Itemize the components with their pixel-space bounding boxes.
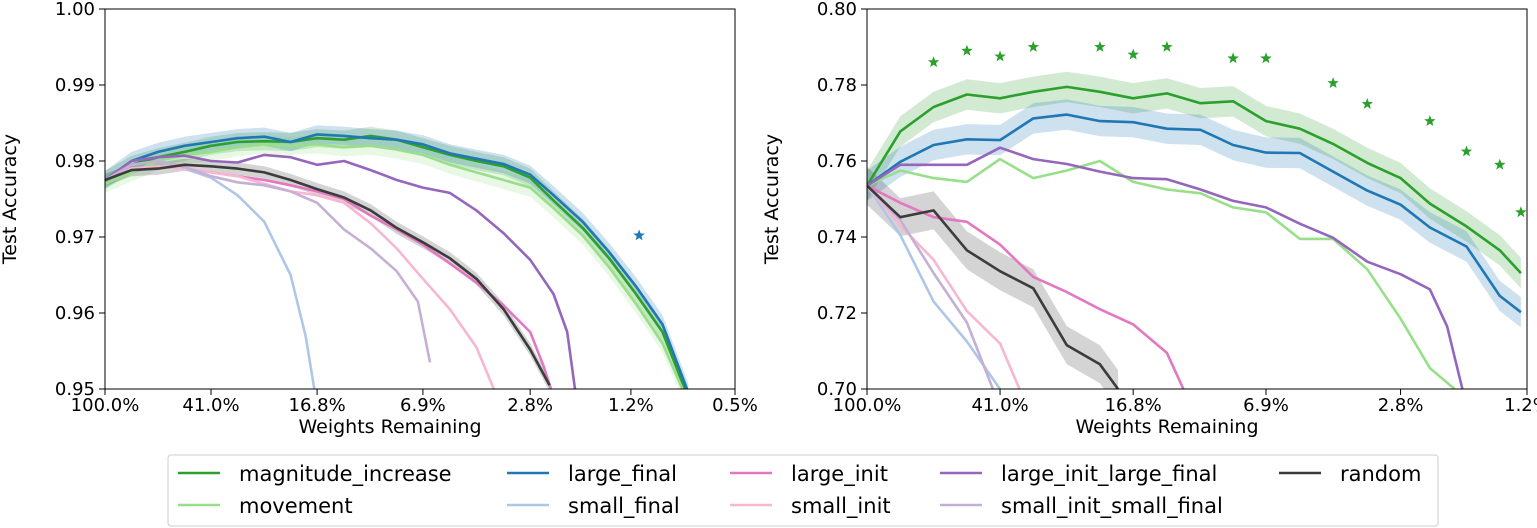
x-tick-label: 100.0% (833, 395, 902, 416)
x-tick-label: 1.2% (608, 395, 654, 416)
legend-item-large_init: large_init (730, 462, 888, 487)
legend-item-small_init_small_final: small_init_small_final (940, 494, 1223, 519)
x-axis-label: Weights Remaining (298, 416, 481, 438)
x-tick-label: 6.9% (1243, 395, 1289, 416)
band-magnitude_increase (105, 126, 689, 389)
x-tick-label: 6.9% (400, 395, 446, 416)
legend-label: small_init (791, 494, 891, 519)
star-marker (927, 56, 940, 68)
legend-label: random (1340, 462, 1421, 486)
series-line-magnitude_increase (105, 134, 687, 389)
x-tick-label: 1.2% (1504, 395, 1537, 416)
left-chart: 100.0% 41.0% 16.8% 6.9% 2.8% 1.2% 0.5% 0.95 0.96… (0, 0, 758, 438)
legend-label: movement (239, 494, 353, 518)
y-tick-label: 0.99 (55, 75, 95, 96)
legend-label: large_final (568, 462, 677, 487)
star-marker (1161, 41, 1173, 52)
legend-label: small_final (568, 494, 680, 519)
series-line-small_final (105, 159, 316, 389)
series-line-small_init_small_final (867, 184, 995, 389)
plot-area (105, 125, 689, 389)
band-random (867, 166, 1118, 389)
legend-label: large_init (791, 462, 888, 487)
legend-item-movement: movement (178, 494, 353, 518)
legend-item-random: random (1279, 462, 1421, 486)
legend-item-small_init: small_init (730, 494, 891, 519)
series-line-large_final (867, 113, 1522, 314)
star-marker (961, 44, 973, 56)
legend-item-large_init_large_final: large_init_large_final (940, 462, 1217, 487)
star-marker (1327, 77, 1339, 88)
series-line-large_final (105, 133, 689, 389)
legend-item-large_final: large_final (507, 462, 677, 487)
star-marker (1227, 52, 1239, 64)
y-tick-label: 0.76 (817, 151, 857, 172)
y-tick-label: 0.74 (817, 227, 857, 248)
series-line-large_init (105, 165, 553, 389)
legend-box (167, 454, 1439, 527)
series-line-small_init (867, 184, 1021, 389)
y-tick-label: 0.96 (55, 303, 95, 324)
star-marker (1460, 145, 1473, 157)
y-tick-label: 0.70 (817, 379, 857, 400)
star-marker (994, 50, 1006, 62)
star-marker (1094, 41, 1106, 52)
series-line-small_init_small_final (105, 159, 432, 363)
axes-frame (866, 8, 1528, 390)
y-axis-label: Test Accuracy (761, 134, 783, 265)
series-line-magnitude_increase (867, 85, 1522, 274)
series-line-movement (105, 143, 684, 389)
x-axis-label: Weights Remaining (1075, 416, 1258, 438)
x-tick-label: 16.8% (1105, 395, 1162, 416)
y-tick-label: 0.98 (55, 151, 95, 172)
y-axis-label: Test Accuracy (0, 134, 21, 265)
series-line-large_init_large_final (105, 153, 577, 389)
series-line-random (105, 163, 551, 386)
series-line-random (867, 184, 1120, 389)
legend-label: magnitude_increase (239, 462, 452, 487)
x-tick-label: 0.5% (712, 395, 758, 416)
x-tick-label: 41.0% (971, 395, 1028, 416)
star-marker (633, 229, 645, 241)
y-tick-label: 0.97 (55, 227, 95, 248)
x-tick-label: 100.0% (71, 395, 140, 416)
star-marker (1424, 115, 1436, 126)
x-tick-label: 2.8% (507, 395, 553, 416)
y-tick-label: 0.95 (55, 379, 95, 400)
series-line-large_init_large_final (867, 146, 1464, 389)
y-tick-label: 0.72 (817, 303, 857, 324)
y-tick-label: 0.78 (817, 75, 857, 96)
star-marker (1260, 52, 1272, 64)
star-marker (1127, 48, 1139, 60)
series-line-small_init (105, 165, 496, 389)
right-chart: 100.0% 41.0% 16.8% 6.9% 2.8% 1.2% 0.70 0.72 0.74… (761, 0, 1537, 438)
band-large_final (867, 99, 1521, 328)
legend-item-small_final: small_final (507, 494, 680, 519)
x-tick-label: 2.8% (1378, 395, 1424, 416)
y-tick-label: 0.80 (817, 0, 857, 20)
series-line-movement (867, 157, 1456, 389)
star-marker (1361, 98, 1373, 109)
band-movement (105, 135, 687, 389)
axes-frame (104, 8, 736, 390)
x-tick-label: 41.0% (182, 395, 239, 416)
band-magnitude_increase (867, 71, 1521, 289)
series-line-small_final (867, 184, 1002, 389)
star-marker (1494, 158, 1506, 170)
x-tick-label: 16.8% (289, 395, 346, 416)
legend-label: small_init_small_final (1001, 494, 1223, 519)
star-marker (1515, 206, 1527, 218)
legend-label: large_init_large_final (1001, 462, 1217, 487)
star-marker (1027, 41, 1040, 52)
legend-item-magnitude_increase: magnitude_increase (178, 462, 452, 487)
y-tick-label: 1.00 (55, 0, 95, 20)
legend: magnitude_increase movement large_finalsma… (167, 454, 1439, 527)
plot-area (867, 41, 1527, 389)
